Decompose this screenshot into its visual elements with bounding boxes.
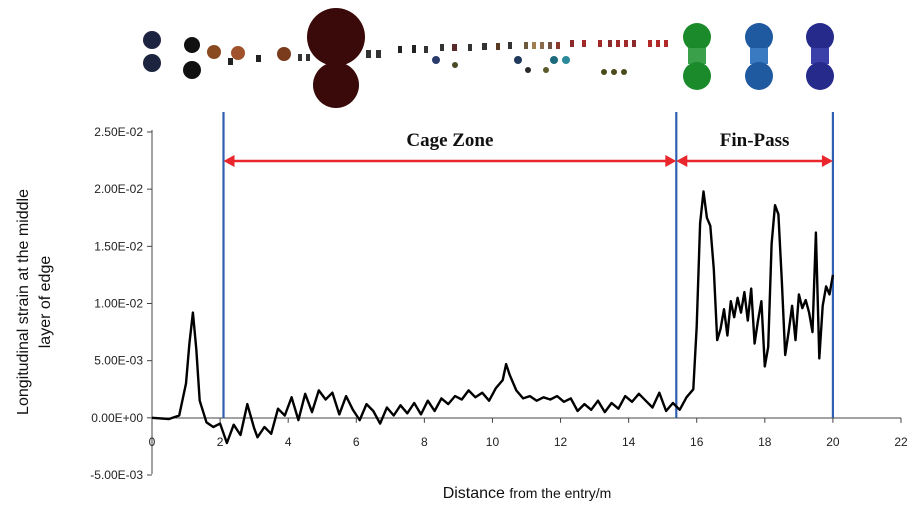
x-tick-label: 4 [285, 435, 292, 449]
zone-annotations: Cage Zone Fin-Pass [223, 130, 833, 167]
y-tick-label: 1.50E-02 [94, 239, 143, 253]
x-axis-title: Distance from the entry/m [443, 485, 612, 502]
x-tick-label: 16 [690, 435, 704, 449]
axes [151, 130, 901, 474]
y-tick-label: -5.00E-03 [90, 468, 143, 482]
x-tick-label: 8 [421, 435, 428, 449]
x-tick-label: 18 [758, 435, 772, 449]
y-tick-label: 2.50E-02 [94, 125, 143, 139]
y-axis-title-line1: Longitudinal strain at the middle [15, 189, 32, 415]
zone-arrowhead-right [665, 155, 677, 167]
x-tick-label: 2 [217, 435, 224, 449]
y-tick-label: 2.00E-02 [94, 182, 143, 196]
x-tick-label: 12 [554, 435, 568, 449]
zone-label: Cage Zone [406, 130, 493, 151]
y-axis-title: Longitudinal strain at the middle layer … [15, 189, 54, 415]
zone-arrowhead-left [676, 155, 688, 167]
y-tick-label: 0.00E+00 [91, 411, 143, 425]
x-axis-ticks: 0 2 4 6 8 10 12 14 16 18 20 22 [149, 417, 908, 449]
zone-boundaries [222, 112, 835, 418]
y-axis-ticks: -5.00E-03 0.00E+00 5.00E-03 1.00E-02 1.50E-0… [90, 125, 152, 482]
series-line-strain [151, 190, 835, 445]
zone-label: Fin-Pass [720, 130, 790, 151]
x-tick-label: 22 [894, 435, 908, 449]
roll-stand-illustration [143, 8, 834, 108]
zone-arrowhead-right [821, 155, 833, 167]
x-tick-label: 14 [622, 435, 636, 449]
x-tick-label: 6 [353, 435, 360, 449]
x-axis-title-suffix: from the entry/m [509, 485, 611, 501]
y-axis-title-line2: layer of edge [37, 256, 54, 349]
x-axis-title-main: Distance [443, 485, 505, 502]
y-tick-label: 5.00E-03 [94, 354, 143, 368]
x-tick-label: 0 [149, 435, 156, 449]
zone-arrowhead-left [223, 155, 235, 167]
x-tick-label: 20 [826, 435, 840, 449]
x-tick-label: 10 [486, 435, 500, 449]
y-tick-label: 1.00E-02 [94, 297, 143, 311]
